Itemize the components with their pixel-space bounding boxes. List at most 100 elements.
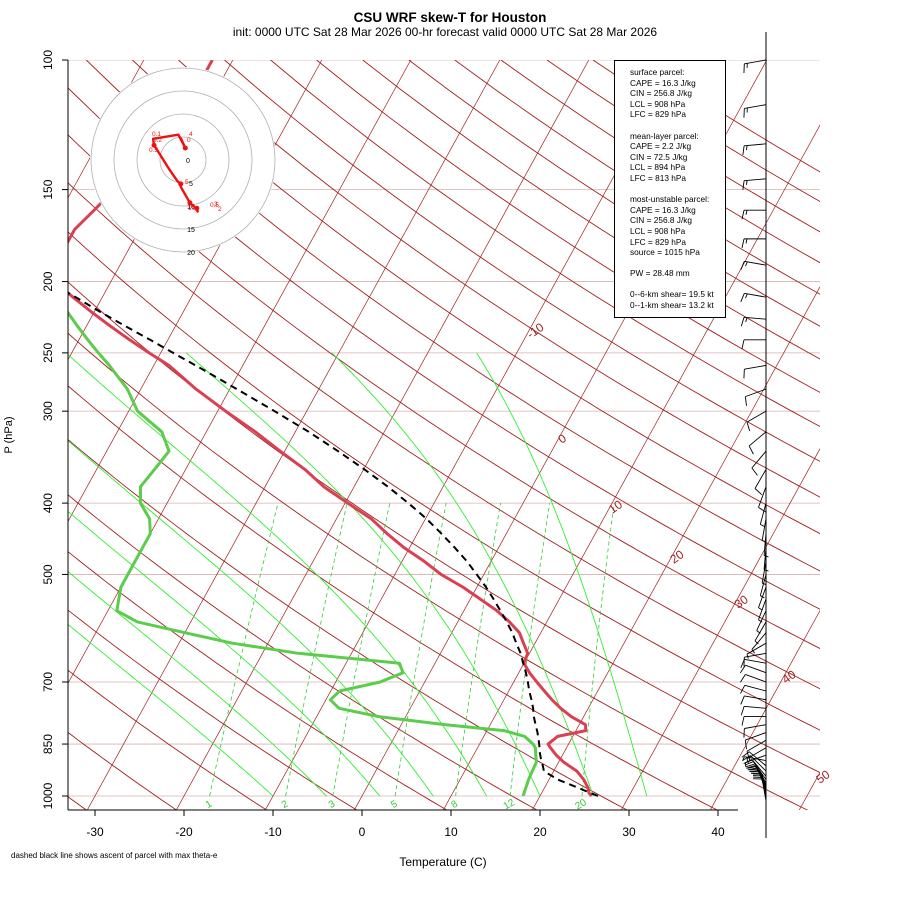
parcel-info-box: surface parcel: CAPE = 16.3 J/kg CIN = 2… (614, 60, 726, 318)
y-tick-label: 700 (41, 672, 55, 692)
mean-layer-cin: CIN = 72.5 J/kg (630, 151, 688, 162)
y-tick-label: 850 (41, 734, 55, 754)
wind-barb (746, 739, 767, 761)
x-axis-label: Temperature (C) (399, 855, 486, 869)
wind-barb (754, 621, 767, 645)
isotherm (68, 60, 412, 684)
hodograph-ring-label: 20 (187, 250, 195, 257)
most-unstable-source: source = 1015 hPa (630, 247, 700, 258)
dry-adiabat (68, 494, 538, 810)
moist-adiabat (331, 352, 594, 797)
wind-barb (741, 238, 766, 248)
wind-barb (740, 684, 767, 694)
wind-barb (740, 705, 767, 716)
wind-barb (741, 339, 766, 349)
x-tick-label: -20 (175, 825, 193, 839)
x-tick-label: -30 (86, 825, 104, 839)
wind-barb (743, 364, 767, 379)
x-tick-label: -10 (264, 825, 282, 839)
hodograph-point-label: 0.1 (152, 131, 161, 138)
y-tick-label: 100 (41, 50, 55, 70)
wind-barb (744, 732, 767, 750)
x-tick-label: 10 (444, 825, 458, 839)
wind-barb (756, 610, 767, 634)
mixing-ratio-label: 20 (573, 797, 589, 812)
shear-0-1km: 0--1-km shear= 13.2 kt (630, 300, 714, 311)
y-tick-label: 150 (41, 179, 55, 199)
precipitable-water: PW = 28.48 mm (630, 268, 690, 279)
wind-barb (759, 574, 767, 599)
x-axis-ticks: -30 -20 -10 0 10 20 30 40 (86, 810, 725, 839)
hodograph-point-label: 0.2 (153, 137, 162, 144)
y-tick-label: 250 (41, 343, 55, 363)
wind-barb (743, 104, 767, 118)
isotherm (709, 609, 820, 810)
hodograph-ring (90, 67, 276, 253)
dry-adiabat (68, 385, 719, 810)
chart-title: CSU WRF skew-T for Houston (354, 10, 547, 25)
x-tick-label: 20 (533, 825, 547, 839)
mixing-ratio-labels: 1 2 3 5 8 12 20 (204, 797, 589, 812)
hodograph-ring-label: 10 (187, 204, 195, 211)
parcel-ascent-line (68, 291, 599, 797)
dry-adiabat (68, 332, 809, 810)
wind-barb (742, 178, 767, 190)
mixing-ratio-line (394, 503, 447, 797)
x-tick-label: 40 (711, 825, 725, 839)
mixing-ratio-label: 2 (280, 798, 291, 811)
surface-lcl: LCL = 908 hPa (630, 98, 686, 109)
most-unstable-lfc: LFC = 829 hPa (630, 236, 687, 247)
mixing-ratio-label: 8 (450, 798, 461, 811)
dry-adiabat (178, 60, 820, 498)
mixing-ratio-line (332, 503, 391, 797)
wind-barb (754, 469, 767, 496)
mixing-ratio-label: 3 (327, 798, 338, 811)
hodograph-origin-label: 0 (186, 158, 190, 165)
moist-adiabat (68, 623, 274, 797)
most-unstable-cin: CIN = 256.8 J/kg (630, 215, 693, 226)
dry-adiabat (68, 609, 358, 810)
dry-adiabat (316, 60, 820, 393)
wind-barb (746, 642, 767, 659)
wind-barb (740, 695, 767, 705)
mean-layer-lfc: LFC = 813 hPa (630, 172, 687, 183)
y-axis-ticks: 100 150 200 250 300 400 500 700 850 1000 (41, 50, 68, 809)
hodograph-point-label: 0 (187, 137, 191, 144)
hodograph-ring (136, 113, 230, 207)
temperature-profile-line (68, 60, 593, 797)
dewpoint-profile-line (68, 310, 538, 797)
dry-adiabat (68, 182, 820, 690)
wind-barb (742, 143, 767, 155)
dry-adiabat (68, 134, 820, 650)
y-tick-label: 500 (41, 564, 55, 584)
y-tick-label: 300 (41, 401, 55, 421)
mixing-ratio-label: 1 (204, 798, 215, 811)
isotherm (264, 60, 679, 810)
wind-barb (744, 761, 767, 780)
wind-barb (746, 765, 767, 785)
mixing-ratio-line (285, 503, 348, 797)
dry-adiabat (68, 551, 448, 810)
mixing-ratio-line (509, 503, 551, 797)
hodograph-ring (113, 90, 253, 230)
wind-barb (746, 747, 767, 764)
wind-barb (758, 586, 767, 611)
hodograph-point-label: 3 (214, 201, 218, 208)
mixing-ratio-line (581, 503, 615, 797)
isotherm (531, 286, 820, 810)
dry-adiabat (224, 60, 820, 462)
shear-0-6km: 0--6-km shear= 19.5 kt (630, 289, 714, 300)
y-tick-label: 200 (41, 271, 55, 291)
hodograph-point-label: 4 (189, 131, 193, 138)
wind-barb (761, 561, 767, 586)
most-unstable-cape: CAPE = 16.3 J/kg (630, 204, 696, 215)
wind-barb (740, 260, 767, 271)
wind-barb (739, 674, 767, 683)
hodograph-point-label: 0.5 (210, 202, 219, 209)
isotherm (175, 60, 590, 810)
moist-adiabat-lines (68, 352, 648, 797)
wind-barb (763, 533, 769, 558)
hodograph-trace (151, 133, 199, 213)
moist-adiabat (68, 571, 327, 797)
